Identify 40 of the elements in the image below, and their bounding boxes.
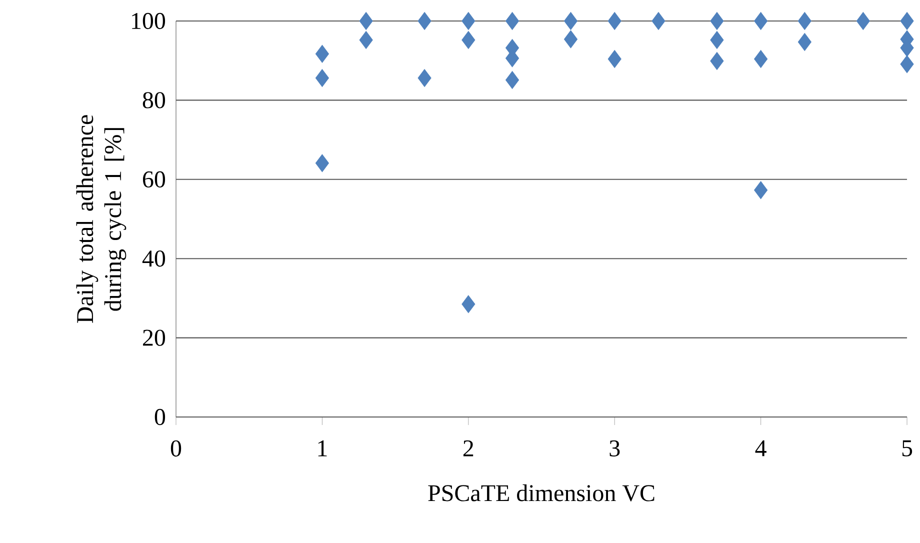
point bbox=[710, 12, 724, 30]
point bbox=[754, 12, 768, 30]
point bbox=[608, 50, 622, 68]
x-tick-label: 5 bbox=[902, 440, 912, 456]
point bbox=[315, 154, 329, 172]
point bbox=[608, 12, 622, 30]
point bbox=[652, 12, 666, 30]
x-tick-label: 0 bbox=[170, 440, 182, 457]
point bbox=[856, 12, 870, 30]
y-tick-label: 20 bbox=[143, 330, 166, 346]
point bbox=[418, 69, 432, 87]
point bbox=[710, 31, 724, 49]
point bbox=[710, 52, 724, 70]
point bbox=[315, 44, 329, 63]
y-tick-label: 60 bbox=[142, 171, 166, 188]
x-tick-label: 3 bbox=[610, 440, 620, 456]
x-axis-title: PSCaTE dimension VC bbox=[428, 484, 654, 502]
point bbox=[315, 69, 329, 87]
point bbox=[798, 33, 812, 51]
point bbox=[462, 12, 476, 30]
x-tick-label: 2 bbox=[463, 440, 474, 456]
y-tick-label: 100 bbox=[132, 12, 166, 30]
point bbox=[418, 12, 432, 30]
point bbox=[505, 71, 520, 89]
point bbox=[359, 12, 373, 30]
point bbox=[798, 12, 812, 30]
y-tick-label: 0 bbox=[154, 408, 166, 426]
x-tick-label: 4 bbox=[755, 440, 766, 456]
point bbox=[754, 50, 768, 68]
point bbox=[505, 12, 520, 30]
y-tick-label: 40 bbox=[142, 250, 166, 267]
y-axis-title: Daily total adherence during cycle 1 [%] bbox=[76, 115, 126, 323]
y-tick-label: 80 bbox=[142, 92, 166, 108]
point bbox=[754, 181, 768, 200]
point bbox=[462, 31, 476, 49]
point bbox=[564, 12, 578, 30]
x-tick-label: 1 bbox=[318, 440, 327, 456]
point bbox=[359, 31, 373, 49]
point bbox=[564, 30, 578, 48]
point bbox=[462, 295, 476, 314]
